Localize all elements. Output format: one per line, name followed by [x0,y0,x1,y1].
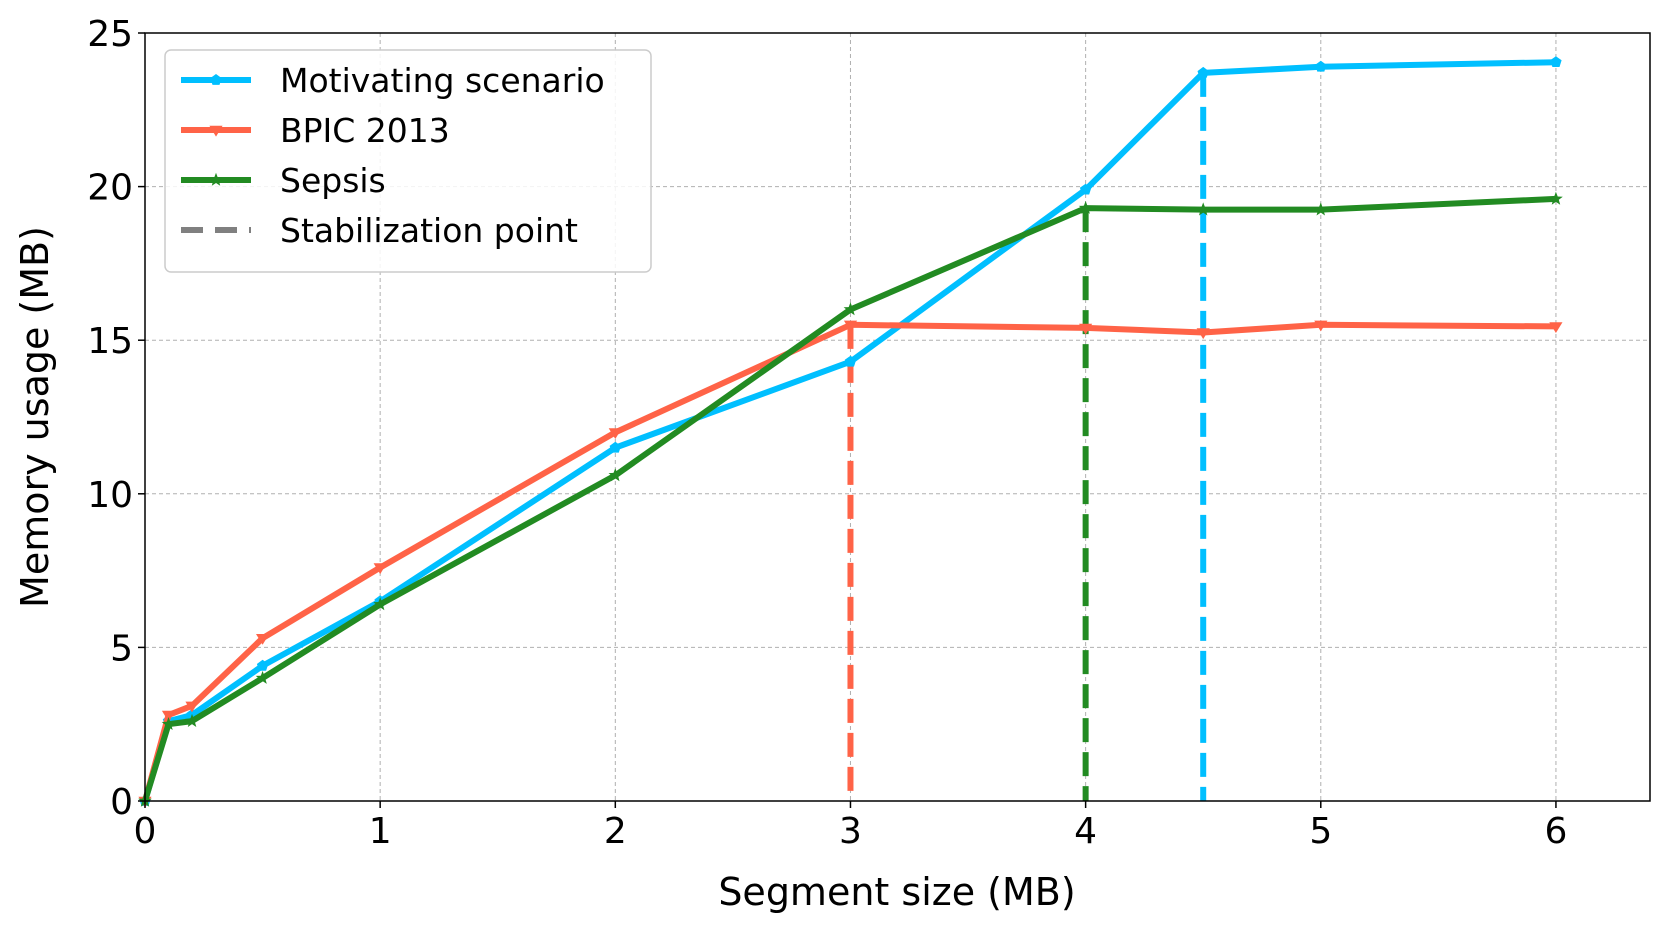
grid [145,33,1650,801]
data-point [1315,60,1327,72]
x-axis-title: Segment size (MB) [718,870,1075,914]
x-tick-label: 5 [1309,811,1332,852]
data-point [1078,200,1093,214]
data-point [209,172,223,186]
legend-entry: Stabilization point [181,211,578,250]
data-point [185,713,199,727]
data-point [1550,56,1562,67]
y-tick-label: 5 [110,628,133,669]
x-tick-label: 1 [369,811,392,852]
data-point [1549,322,1563,333]
data-point [256,634,270,645]
axis-ticks: 0 1 2 3 4 5 6 0 5 10 15 20 25 [87,14,1567,852]
data-point [185,701,199,713]
data-point [373,563,387,575]
data-point [844,355,857,367]
data-point [373,597,387,611]
y-tick-label: 15 [87,321,133,362]
legend-entry: BPIC 2013 [181,111,450,150]
x-tick-label: 6 [1544,811,1567,852]
data-point [1196,328,1210,340]
stabilization-lines [847,72,1207,801]
data-point [1079,183,1092,195]
series-lines [138,56,1563,808]
plot-frame [144,32,1651,802]
legend: Motivating scenario BPIC 2013 Sepsis Stabil… [164,49,652,273]
data-point [256,659,269,671]
x-tick-label: 2 [604,811,627,852]
y-tick-label: 25 [87,14,133,55]
x-tick-label: 4 [1074,811,1097,852]
data-point [608,468,623,482]
data-point [1549,191,1563,205]
data-point [1196,202,1211,216]
data-point [1314,320,1328,332]
y-tick-label: 20 [87,168,133,209]
data-point [843,320,858,332]
data-point [1079,323,1093,335]
data-point [1313,202,1328,216]
x-tick-label: 3 [839,811,862,852]
legend-entry: Motivating scenario [181,61,605,100]
x-tick-label: 0 [134,811,157,852]
data-point [210,74,222,85]
data-point [1197,66,1209,78]
data-point [161,710,176,722]
data-point [608,428,622,439]
y-axis-title: Memory usage (MB) [13,226,57,608]
legend-label: Motivating scenario [280,61,605,100]
data-point [255,670,270,684]
y-tick-label: 10 [87,475,133,516]
legend-entry: Sepsis [181,161,386,200]
y-tick-label: 0 [110,782,133,823]
data-point [161,717,176,730]
legend-label: Stabilization point [280,211,578,250]
legend-box [164,49,652,273]
data-point [209,125,223,137]
legend-label: Sepsis [280,161,386,200]
data-point [609,441,621,453]
data-point [843,302,858,316]
legend-label: BPIC 2013 [280,111,450,150]
